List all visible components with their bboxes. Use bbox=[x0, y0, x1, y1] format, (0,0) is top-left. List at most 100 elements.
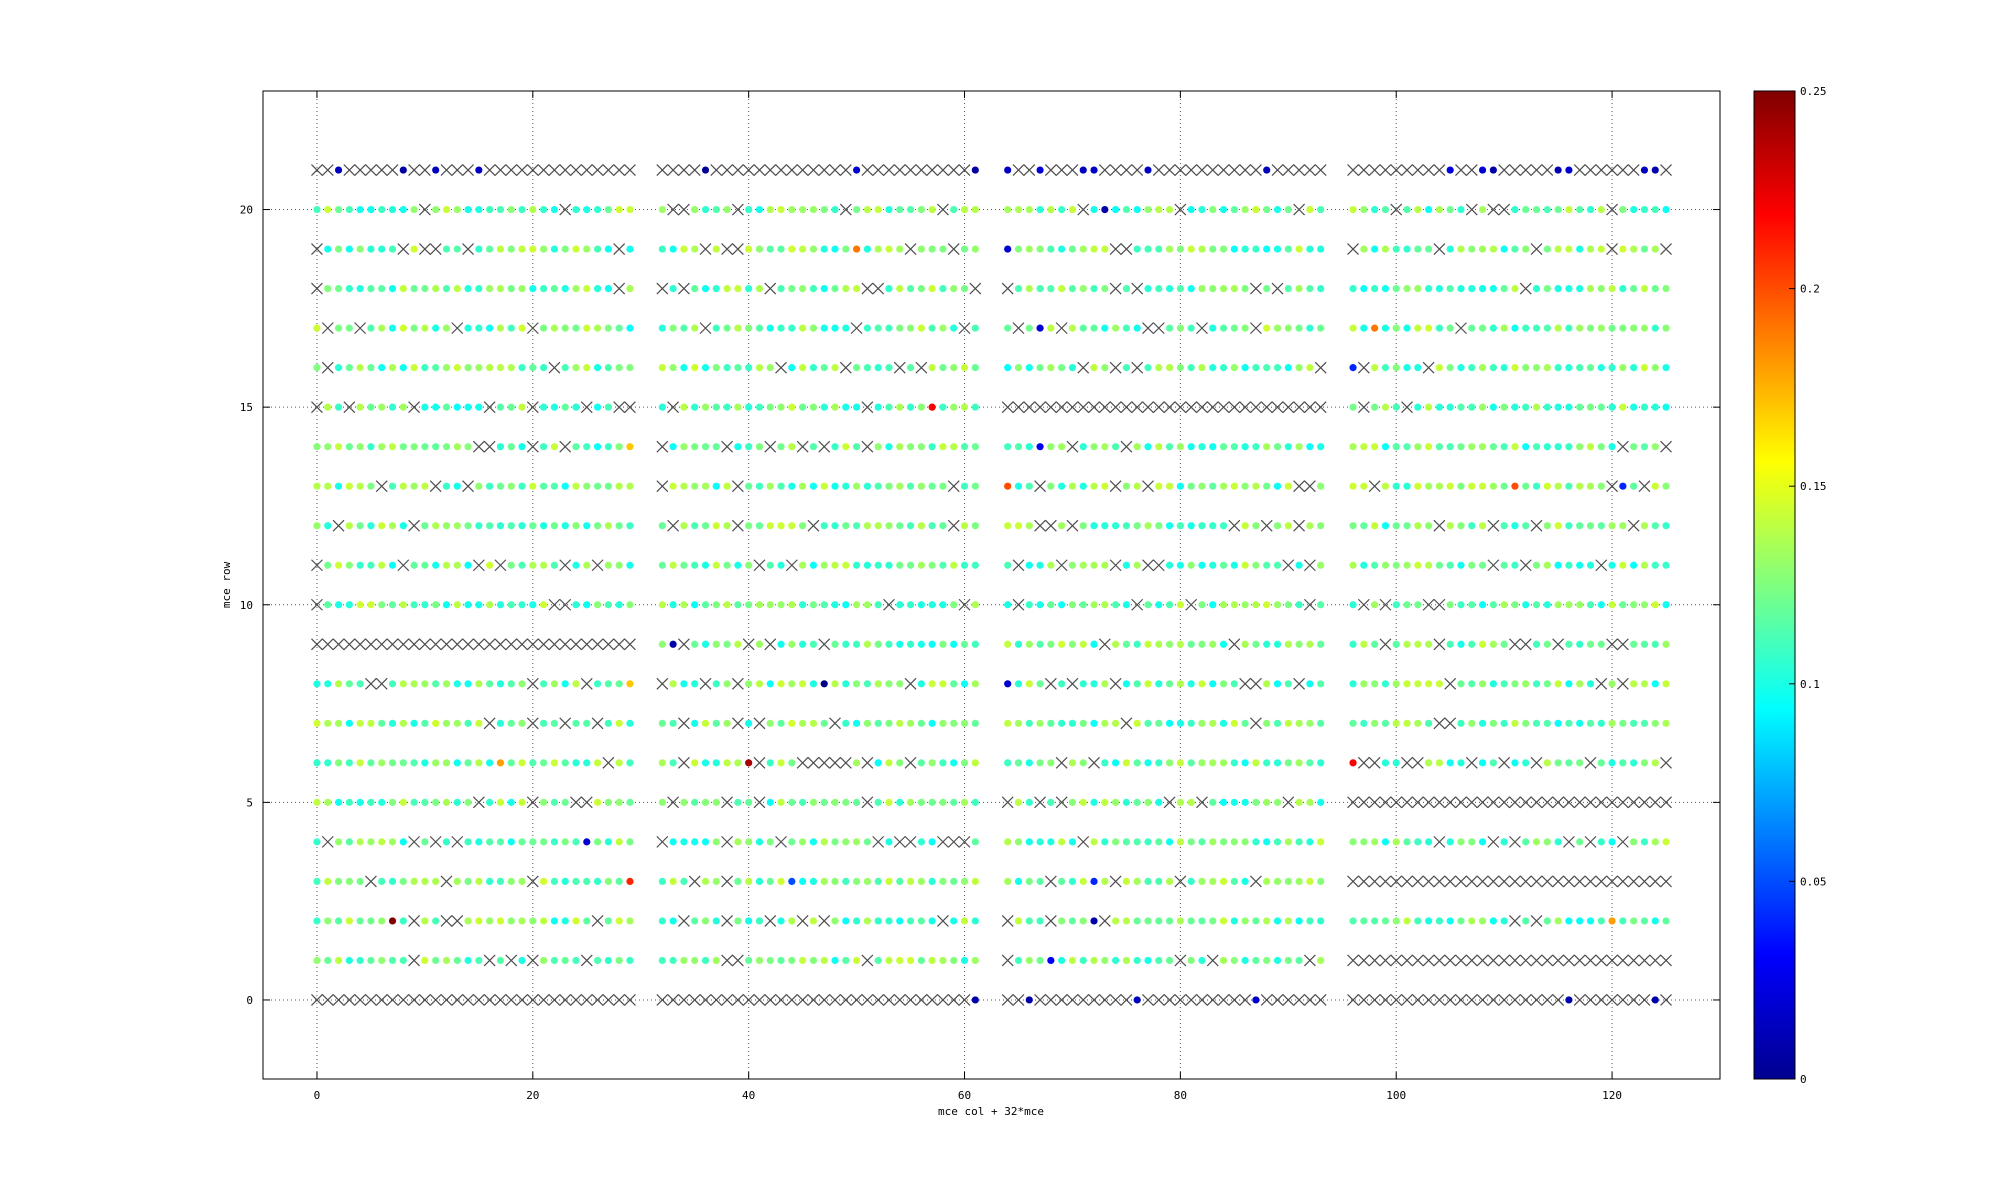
dead-cell-marker bbox=[1519, 875, 1532, 888]
dead-cell-marker bbox=[1433, 875, 1446, 888]
data-point bbox=[950, 680, 958, 688]
dead-cell-marker bbox=[1638, 875, 1651, 888]
data-point bbox=[464, 522, 472, 530]
data-point bbox=[1047, 205, 1055, 214]
colorbar-ticks: 00.050.10.150.20.25 bbox=[1789, 85, 1827, 1086]
data-point bbox=[1284, 877, 1292, 886]
data-point bbox=[1198, 601, 1206, 609]
dead-cell-marker bbox=[1034, 401, 1046, 414]
dead-cell-marker bbox=[1530, 164, 1543, 176]
data-point bbox=[1112, 205, 1120, 214]
data-point bbox=[1576, 917, 1584, 925]
dead-cell-marker bbox=[548, 994, 561, 1006]
data-point bbox=[421, 956, 429, 965]
data-point bbox=[1619, 403, 1627, 411]
dead-cell-marker bbox=[1660, 954, 1672, 967]
data-point bbox=[1112, 443, 1120, 451]
data-point bbox=[1489, 640, 1497, 648]
data-point bbox=[1565, 403, 1573, 411]
data-point bbox=[885, 956, 893, 965]
data-point bbox=[1133, 759, 1141, 767]
dead-cell-marker bbox=[1163, 796, 1176, 809]
data-point bbox=[1640, 285, 1649, 293]
data-point bbox=[885, 482, 893, 490]
dead-cell-marker bbox=[1303, 401, 1316, 414]
data-point bbox=[831, 443, 839, 451]
data-point bbox=[1187, 324, 1195, 332]
dead-cell-marker bbox=[386, 164, 399, 176]
data-point bbox=[583, 759, 591, 767]
data-point bbox=[324, 443, 332, 451]
dead-cell-marker bbox=[1616, 994, 1629, 1006]
data-point bbox=[1036, 640, 1044, 648]
dead-cell-marker bbox=[1001, 796, 1014, 809]
data-point bbox=[1435, 364, 1443, 372]
data-point bbox=[421, 403, 429, 411]
data-point bbox=[1371, 364, 1379, 372]
data-point bbox=[1565, 166, 1573, 174]
data-point bbox=[1608, 719, 1616, 727]
dead-cell-marker bbox=[1249, 322, 1262, 335]
data-point bbox=[1295, 798, 1303, 806]
data-point bbox=[496, 956, 505, 965]
data-point bbox=[378, 522, 386, 530]
data-point bbox=[561, 917, 569, 925]
data-point bbox=[626, 601, 634, 609]
data-point bbox=[1446, 364, 1454, 372]
data-point bbox=[1101, 798, 1109, 806]
data-point bbox=[486, 482, 494, 490]
data-point bbox=[1565, 601, 1573, 609]
data-point bbox=[831, 245, 839, 253]
data-point bbox=[464, 759, 472, 767]
data-point bbox=[475, 680, 483, 688]
data-point bbox=[410, 324, 418, 332]
data-point bbox=[1554, 205, 1562, 214]
data-point bbox=[583, 482, 591, 490]
data-point bbox=[356, 245, 364, 253]
data-point bbox=[1403, 640, 1411, 648]
data-point bbox=[410, 561, 418, 569]
data-point bbox=[442, 956, 451, 965]
data-point bbox=[464, 956, 472, 965]
data-point bbox=[939, 877, 947, 886]
data-point bbox=[529, 482, 537, 490]
data-point bbox=[766, 482, 774, 490]
dead-cell-marker bbox=[1206, 954, 1219, 967]
data-point bbox=[701, 719, 710, 727]
data-point bbox=[1133, 917, 1141, 925]
dead-cell-marker bbox=[1476, 994, 1489, 1006]
data-point bbox=[604, 601, 612, 609]
data-point bbox=[356, 561, 364, 569]
data-point bbox=[626, 917, 634, 925]
data-point bbox=[799, 324, 807, 332]
data-point bbox=[1295, 324, 1303, 332]
data-point bbox=[475, 838, 483, 846]
dead-cell-marker bbox=[1368, 875, 1381, 888]
data-point bbox=[378, 719, 386, 727]
dead-cell-marker bbox=[1023, 401, 1036, 414]
data-point bbox=[1360, 482, 1368, 490]
data-point bbox=[1209, 877, 1217, 886]
data-point bbox=[1014, 245, 1023, 253]
data-point bbox=[1198, 759, 1206, 767]
dead-cell-marker bbox=[1142, 480, 1154, 493]
data-point bbox=[766, 403, 774, 411]
data-point bbox=[1263, 719, 1271, 727]
data-point bbox=[755, 522, 764, 530]
data-point bbox=[1058, 364, 1066, 372]
data-point bbox=[1576, 601, 1584, 609]
data-point bbox=[1090, 640, 1098, 648]
dead-cell-marker bbox=[753, 756, 766, 769]
data-point bbox=[486, 324, 494, 332]
data-point bbox=[885, 917, 893, 925]
data-point bbox=[1619, 601, 1627, 609]
data-point bbox=[1543, 561, 1551, 569]
data-point bbox=[960, 245, 969, 253]
dead-cell-marker bbox=[1152, 164, 1165, 176]
data-point bbox=[1101, 877, 1109, 886]
data-point bbox=[755, 956, 764, 965]
data-point bbox=[1478, 324, 1487, 332]
data-point bbox=[399, 877, 407, 886]
data-point bbox=[852, 245, 861, 253]
